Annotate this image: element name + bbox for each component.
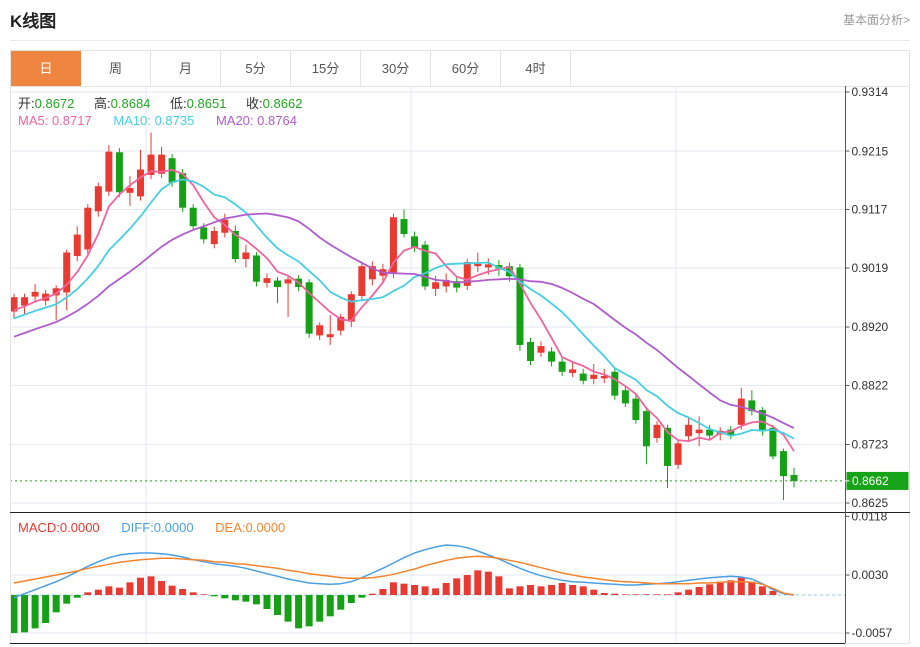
svg-text:0.0118: 0.0118 xyxy=(852,510,888,524)
ma5-line xyxy=(13,169,795,452)
macd-axis-labels: 0.0118 0.0030 -0.0057 xyxy=(845,510,893,640)
tab-30min[interactable]: 30分 xyxy=(361,51,431,86)
svg-text:0.9314: 0.9314 xyxy=(852,86,889,99)
header: K线图 基本面分析> xyxy=(10,8,910,36)
tab-5min[interactable]: 5分 xyxy=(221,51,291,86)
tab-week[interactable]: 周 xyxy=(81,51,151,86)
macd-histogram xyxy=(10,570,777,633)
kline-chart: 0.9314 0.9215 0.9117 0.9019 0.8920 0.8822 0.87… xyxy=(10,86,910,644)
header-divider xyxy=(10,40,910,41)
svg-text:0.9019: 0.9019 xyxy=(852,261,889,275)
svg-text:-0.0057: -0.0057 xyxy=(852,626,893,640)
svg-text:0.8662: 0.8662 xyxy=(852,474,889,488)
ma10-line xyxy=(13,178,795,440)
svg-text:0.8723: 0.8723 xyxy=(852,438,889,452)
timeframe-tabbar: 日 周 月 5分 15分 30分 60分 4时 xyxy=(10,50,910,87)
page-title: K线图 xyxy=(10,12,57,31)
current-price-badge: 0.8662 xyxy=(845,471,909,490)
fundamental-analysis-link[interactable]: 基本面分析> xyxy=(842,13,910,27)
svg-text:0.9117: 0.9117 xyxy=(852,203,888,217)
tab-month[interactable]: 月 xyxy=(151,51,221,86)
svg-text:0.9215: 0.9215 xyxy=(852,144,889,158)
dea-line xyxy=(13,555,795,596)
frame-layer xyxy=(10,86,910,644)
grid-layer xyxy=(10,87,845,643)
ma20-line xyxy=(13,212,795,429)
svg-text:0.8822: 0.8822 xyxy=(852,379,889,393)
svg-text:0.8625: 0.8625 xyxy=(852,496,889,510)
tab-4hour[interactable]: 4时 xyxy=(501,51,571,86)
svg-text:0.8920: 0.8920 xyxy=(852,320,889,334)
chart-area: 0.9314 0.9215 0.9117 0.9019 0.8920 0.8822 0.87… xyxy=(10,86,910,646)
tab-day[interactable]: 日 xyxy=(11,51,81,86)
svg-text:0.0030: 0.0030 xyxy=(852,568,889,582)
price-axis-labels: 0.9314 0.9215 0.9117 0.9019 0.8920 0.8822 0.87… xyxy=(845,86,889,510)
tab-60min[interactable]: 60分 xyxy=(431,51,501,86)
tab-15min[interactable]: 15分 xyxy=(291,51,361,86)
